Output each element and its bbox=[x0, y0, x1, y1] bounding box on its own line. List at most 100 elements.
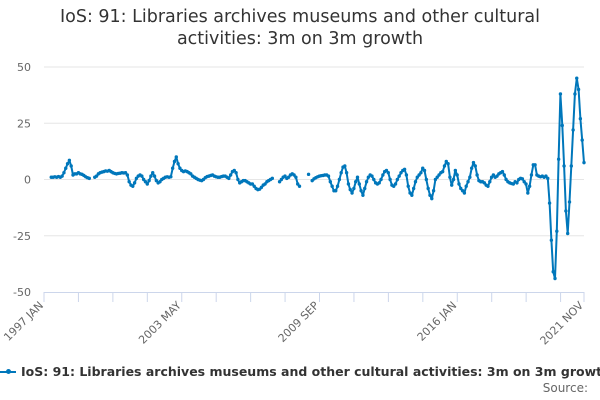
data-point bbox=[569, 164, 574, 168]
data-point bbox=[170, 166, 175, 170]
data-point bbox=[353, 180, 358, 184]
y-tick-label: 25 bbox=[17, 117, 31, 130]
data-point bbox=[466, 180, 470, 184]
data-point bbox=[388, 177, 392, 182]
data-point bbox=[567, 200, 572, 204]
data-point bbox=[500, 169, 505, 174]
data-point bbox=[533, 163, 537, 167]
data-point bbox=[397, 174, 401, 178]
data-point bbox=[475, 173, 479, 177]
data-point bbox=[524, 182, 528, 186]
y-tick-label: 0 bbox=[24, 174, 31, 187]
data-point bbox=[413, 180, 418, 184]
data-point bbox=[395, 177, 400, 182]
data-point bbox=[361, 193, 365, 197]
y-tick-label: 50 bbox=[17, 61, 31, 74]
data-point bbox=[330, 184, 334, 188]
data-point bbox=[339, 171, 343, 175]
data-point bbox=[379, 177, 383, 182]
data-point bbox=[488, 180, 492, 184]
data-point bbox=[411, 186, 416, 191]
data-point bbox=[553, 276, 557, 281]
chart-title-line-2: activities: 3m on 3m growth bbox=[176, 29, 424, 49]
data-point bbox=[140, 174, 144, 178]
data-point bbox=[174, 155, 178, 159]
data-point bbox=[426, 186, 430, 191]
data-point bbox=[65, 162, 70, 166]
data-point bbox=[446, 162, 450, 166]
data-point bbox=[62, 171, 66, 175]
data-point bbox=[502, 173, 506, 177]
data-point bbox=[515, 181, 519, 185]
chart-title-line-1: IoS: 91: Libraries archives museums and … bbox=[59, 7, 541, 27]
data-point bbox=[294, 175, 298, 179]
data-point bbox=[565, 231, 570, 236]
data-point bbox=[344, 171, 349, 175]
data-point bbox=[562, 164, 566, 168]
data-point bbox=[448, 175, 452, 179]
chart-title: IoS: 91: Libraries archives museums and … bbox=[0, 6, 600, 50]
data-point bbox=[64, 166, 68, 170]
data-point bbox=[556, 157, 561, 161]
x-tick-label: 2021 NOV bbox=[538, 299, 587, 348]
data-point bbox=[431, 189, 436, 193]
data-point bbox=[350, 191, 354, 195]
data-point bbox=[60, 174, 64, 178]
data-point bbox=[451, 177, 456, 182]
data-point bbox=[527, 184, 532, 188]
data-point bbox=[393, 182, 398, 186]
data-point bbox=[334, 189, 338, 193]
data-point bbox=[67, 158, 72, 163]
data-point bbox=[410, 193, 414, 197]
data-point bbox=[270, 176, 275, 181]
data-point bbox=[359, 189, 363, 193]
data-point bbox=[306, 172, 311, 177]
data-point bbox=[576, 87, 581, 92]
x-tick-label: 2009 SEP bbox=[276, 299, 322, 345]
data-point bbox=[127, 180, 131, 184]
data-point bbox=[297, 184, 302, 188]
data-point bbox=[145, 182, 149, 186]
data-point bbox=[473, 164, 477, 168]
data-point bbox=[372, 177, 376, 182]
data-point bbox=[131, 184, 135, 188]
data-point bbox=[326, 174, 331, 178]
legend-label: IoS: 91: Libraries archives museums and … bbox=[21, 364, 600, 379]
data-point bbox=[386, 171, 390, 175]
data-point bbox=[370, 174, 374, 178]
data-point bbox=[147, 178, 151, 183]
data-point bbox=[450, 183, 454, 187]
data-point bbox=[337, 177, 342, 182]
data-point bbox=[404, 173, 409, 177]
data-point bbox=[422, 168, 427, 173]
x-tick-label: 2003 MAY bbox=[136, 299, 184, 347]
data-point bbox=[149, 174, 153, 178]
data-point bbox=[343, 164, 347, 168]
data-point bbox=[547, 201, 552, 205]
data-point bbox=[529, 173, 534, 177]
data-point bbox=[364, 180, 369, 184]
data-point bbox=[462, 191, 467, 195]
data-point bbox=[464, 184, 468, 188]
y-tick-label: -50 bbox=[13, 286, 31, 299]
legend-item[interactable]: IoS: 91: Libraries archives museums and … bbox=[0, 364, 600, 379]
x-tick-label: 2016 JAN bbox=[415, 299, 460, 344]
data-point bbox=[471, 160, 476, 165]
data-point bbox=[430, 196, 434, 201]
data-point bbox=[571, 128, 575, 132]
data-point bbox=[87, 176, 92, 181]
data-point bbox=[352, 186, 356, 191]
data-point bbox=[348, 187, 352, 192]
data-point bbox=[573, 92, 577, 96]
data-point bbox=[406, 184, 410, 188]
data-point bbox=[428, 193, 432, 197]
data-point bbox=[580, 138, 584, 142]
data-point bbox=[172, 159, 177, 164]
data-point bbox=[555, 229, 559, 233]
data-point bbox=[346, 182, 351, 186]
data-point bbox=[453, 168, 458, 173]
data-point bbox=[402, 167, 407, 172]
data-point bbox=[546, 176, 550, 181]
data-point bbox=[176, 162, 180, 166]
